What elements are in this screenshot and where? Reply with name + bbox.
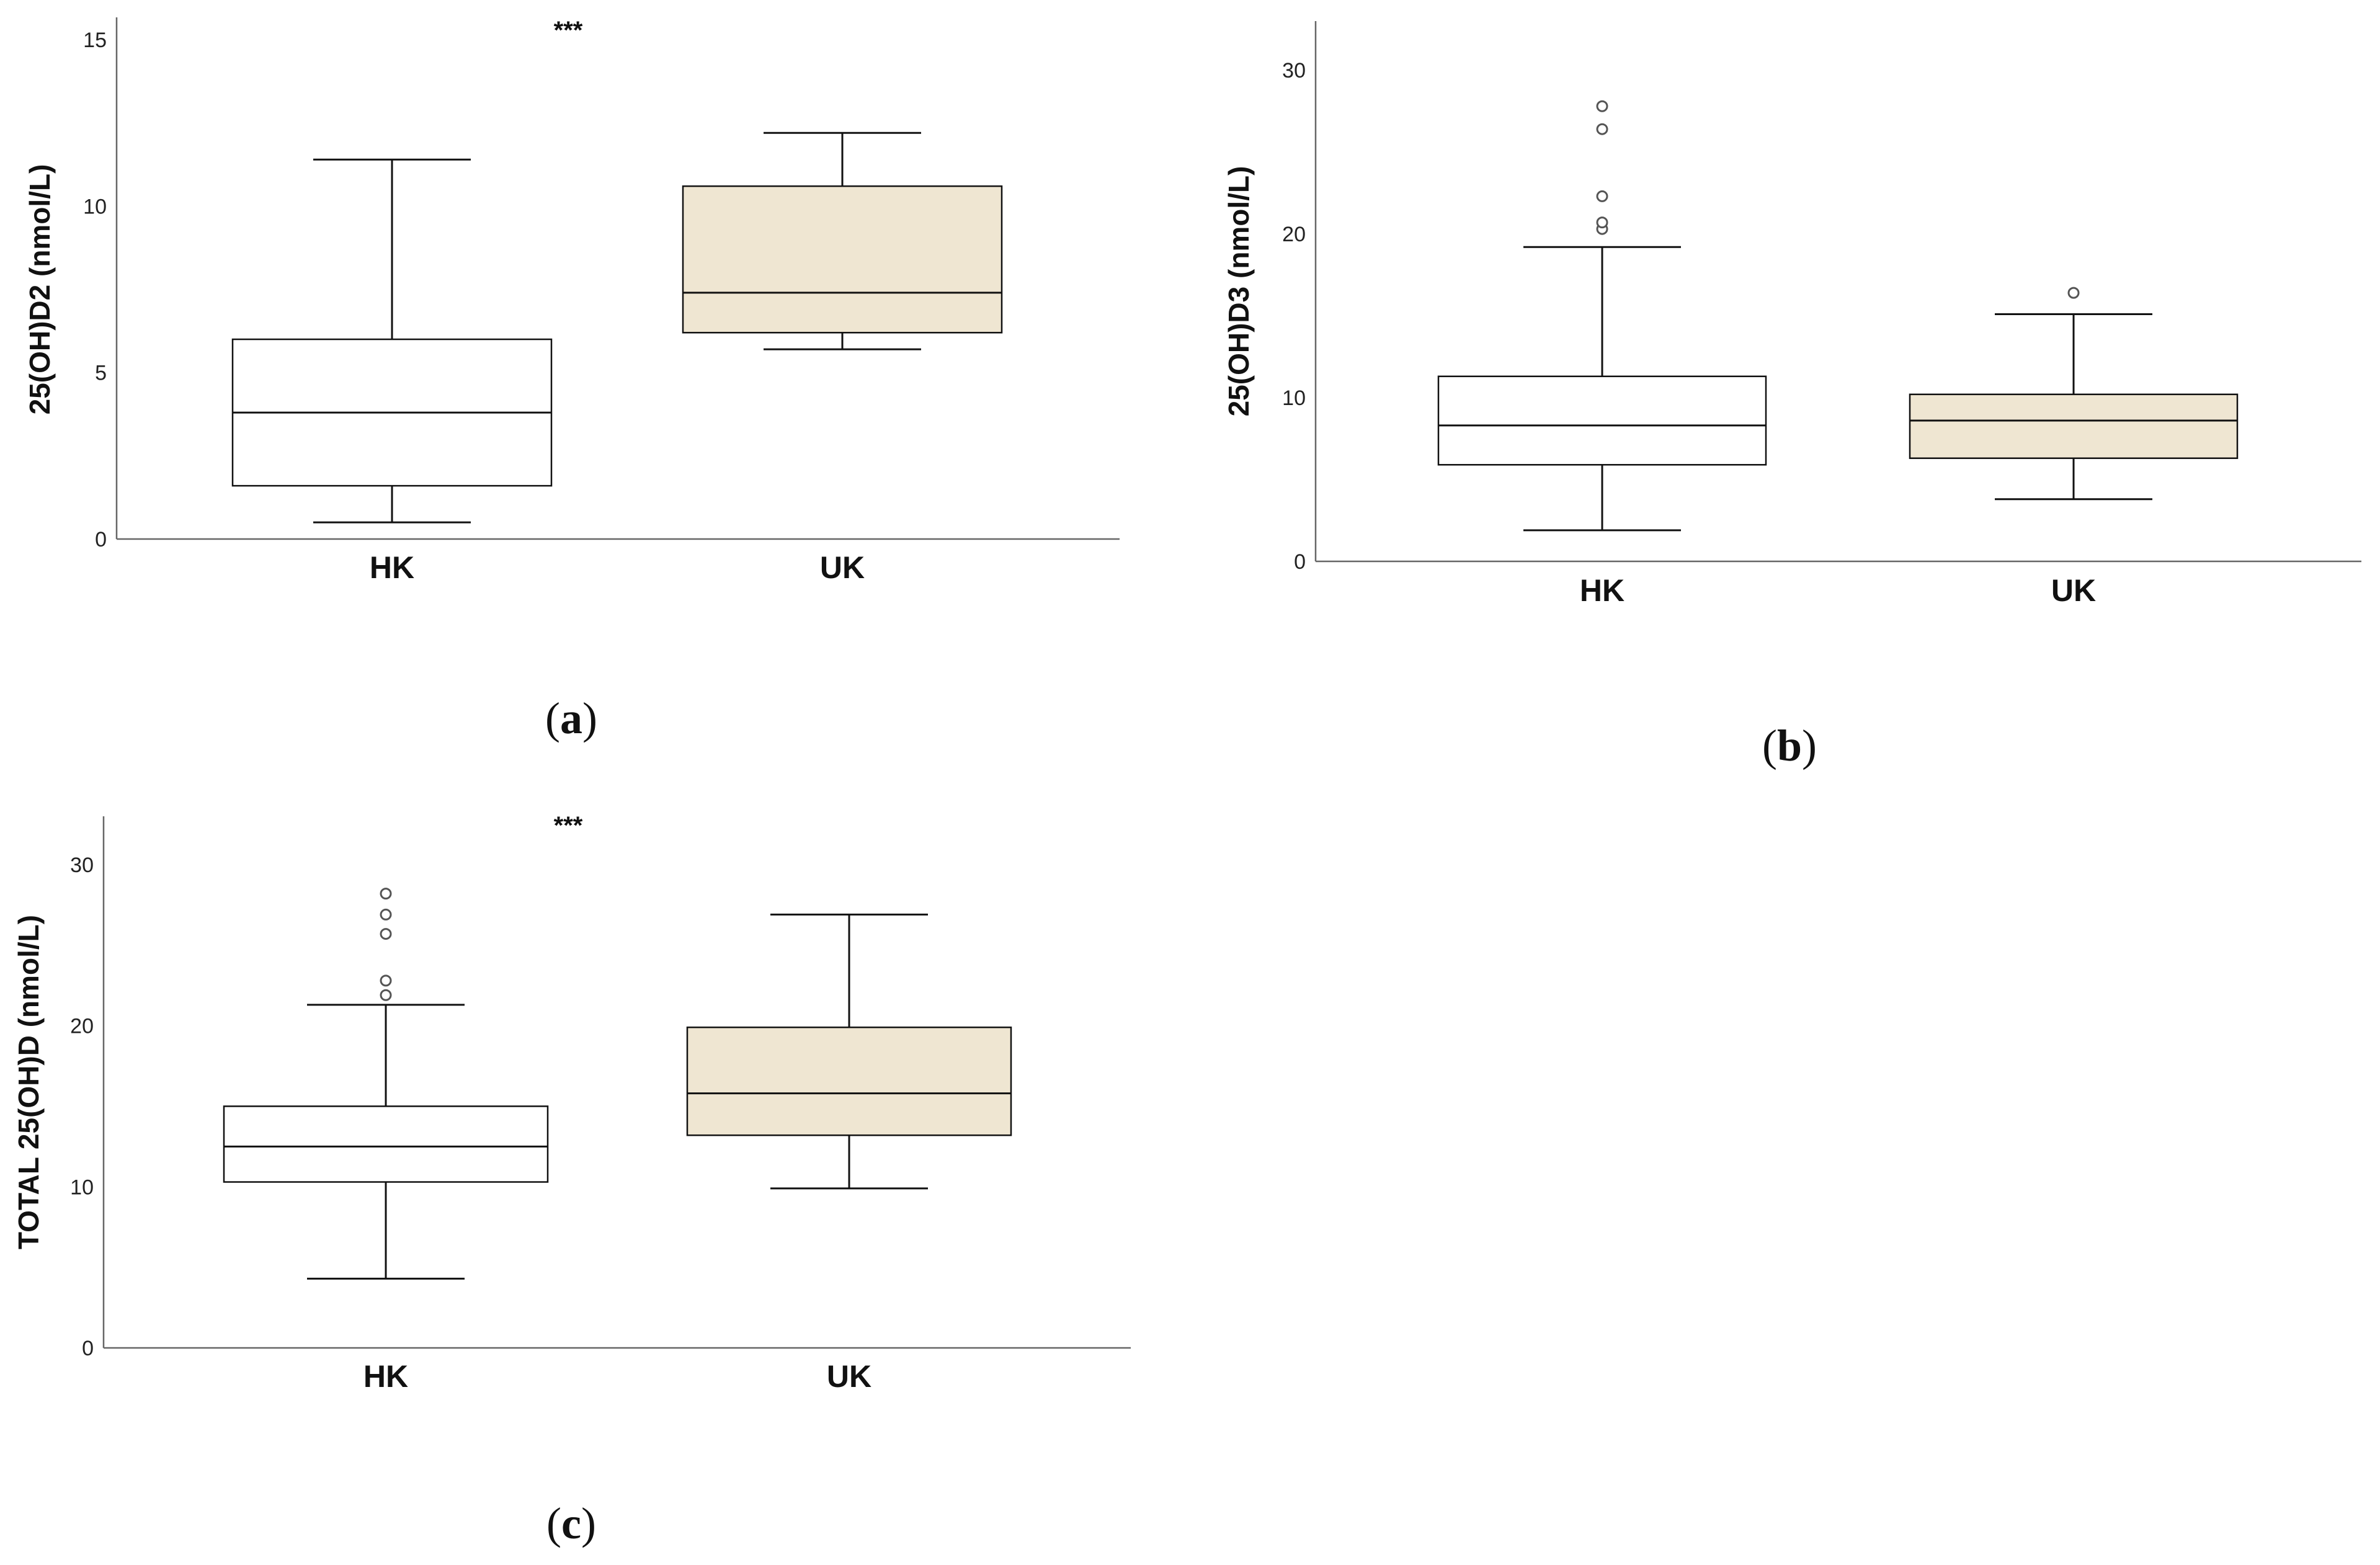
box-hk [1437, 100, 1767, 532]
significance-marker: *** [554, 812, 583, 839]
chart-panel-c: 0 10 20 30 TOTAL 25(OH)D (nmol/L) HK UK *** [12, 812, 1131, 1394]
panel-label-letter: c [561, 1499, 581, 1548]
box-uk [686, 913, 1012, 1190]
outlier-point [2067, 287, 2080, 299]
y-tick-label: 10 [1282, 386, 1306, 410]
iqr-box [682, 185, 1003, 334]
box-uk [1909, 287, 2239, 501]
y-tick-label: 10 [83, 195, 107, 218]
outlier-point [1596, 100, 1608, 112]
outlier-point [380, 989, 392, 1001]
category-label-hk: HK [1580, 573, 1625, 608]
iqr-box [1909, 393, 2239, 459]
outlier-point [380, 908, 392, 921]
category-label-uk: UK [2051, 573, 2096, 608]
y-tick-label: 5 [95, 362, 107, 385]
panel-label-letter: b [1777, 721, 1802, 770]
outlier-point [380, 888, 392, 900]
box-uk [682, 132, 1003, 350]
iqr-box [1437, 375, 1767, 466]
y-tick-label: 0 [1294, 550, 1306, 574]
y-axis-title: TOTAL 25(OH)D (nmol/L) [12, 915, 45, 1249]
category-label-hk: HK [370, 550, 414, 585]
panel-label-open: ( [546, 1499, 561, 1548]
y-tick-label: 20 [70, 1015, 94, 1038]
box-hk [223, 888, 549, 1280]
chart-panel-b: 0 10 20 30 25(OH)D3 (nmol/L) HK UK [1223, 21, 2361, 608]
panel-label-open: ( [545, 693, 560, 743]
y-tick-label: 10 [70, 1175, 94, 1199]
y-tick-label: 0 [95, 528, 107, 551]
y-axis-title: 25(OH)D2 (nmol/L) [24, 164, 56, 415]
outlier-point [380, 928, 392, 940]
y-tick-label: 30 [1282, 59, 1306, 82]
y-tick-label: 15 [83, 29, 107, 52]
y-axis-title: 25(OH)D3 (nmol/L) [1223, 166, 1255, 417]
panel-label-b: (b) [1762, 721, 1817, 770]
outlier-point [1596, 216, 1608, 229]
category-label-uk: UK [820, 550, 865, 585]
category-label-hk: HK [363, 1359, 408, 1394]
outlier-point [1596, 123, 1608, 135]
panel-label-close: ) [582, 693, 597, 743]
outlier-point [380, 974, 392, 987]
chart-panel-a: 0 5 10 15 25(OH)D2 (nmol/L) HK UK *** [24, 17, 1120, 585]
significance-marker: *** [554, 17, 583, 44]
panel-label-close: ) [581, 1499, 596, 1548]
y-tick-label: 0 [82, 1337, 94, 1360]
iqr-box [686, 1026, 1012, 1136]
panel-label-a: (a) [545, 693, 597, 743]
y-tick-label: 20 [1282, 223, 1306, 246]
outlier-point [1596, 190, 1608, 202]
panel-label-open: ( [1762, 721, 1777, 770]
panel-label-close: ) [1802, 721, 1817, 770]
category-label-uk: UK [827, 1359, 871, 1394]
iqr-box [223, 1105, 549, 1183]
panel-label-c: (c) [546, 1499, 596, 1548]
y-tick-label: 30 [70, 854, 94, 877]
panel-label-letter: a [560, 693, 582, 743]
box-hk [231, 158, 553, 524]
